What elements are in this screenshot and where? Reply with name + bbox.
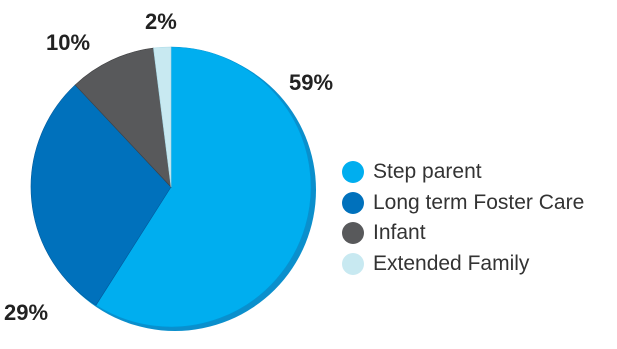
legend-swatch-long-term-foster-care xyxy=(342,191,364,214)
pie-slice-extended-family xyxy=(153,46,172,188)
legend-swatch-step-parent xyxy=(342,161,364,184)
legend: Step parent Long term Foster Care Infant… xyxy=(342,157,584,279)
legend-item-step-parent: Step parent xyxy=(342,157,584,188)
legend-swatch-infant xyxy=(342,222,364,245)
slice-label-extended-family: 2% xyxy=(145,9,177,34)
legend-label: Long term Foster Care xyxy=(373,190,585,214)
legend-label: Step parent xyxy=(373,160,482,184)
legend-label: Infant xyxy=(373,221,426,245)
legend-swatch-extended-family xyxy=(342,252,364,275)
legend-item-long-term-foster-care: Long term Foster Care xyxy=(342,188,584,219)
slice-label-long-term-foster-care: 29% xyxy=(4,300,49,325)
pie-slice-step-parent xyxy=(95,46,312,328)
pie-slice-long-term-foster-care xyxy=(30,84,172,306)
legend-item-infant: Infant xyxy=(342,218,584,249)
legend-label: Extended Family xyxy=(373,251,530,275)
legend-item-extended-family: Extended Family xyxy=(342,249,584,280)
slice-label-step-parent: 59% xyxy=(289,70,334,95)
slice-label-infant: 10% xyxy=(46,30,91,55)
pie-slice-infant xyxy=(74,47,172,188)
